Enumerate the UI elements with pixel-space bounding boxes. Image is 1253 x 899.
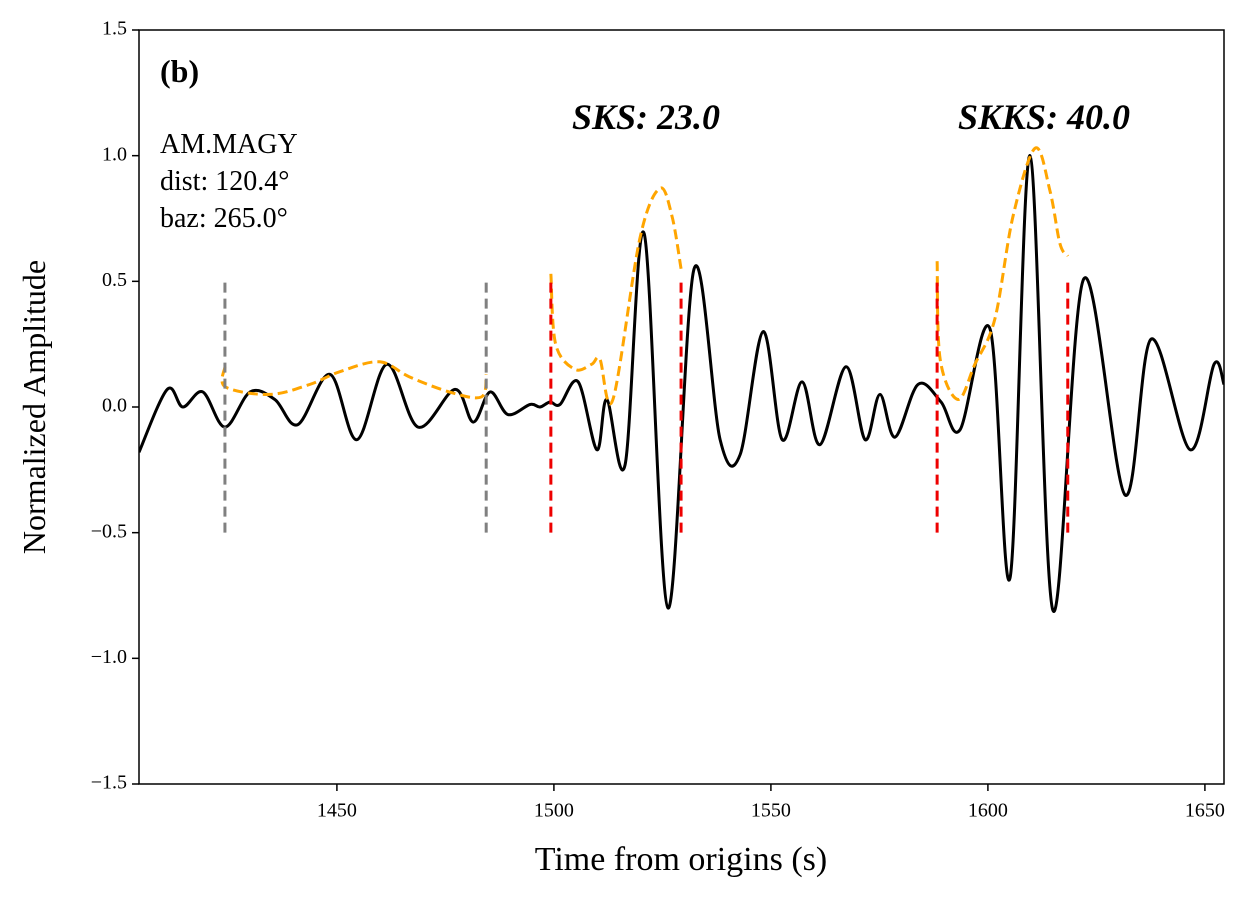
backazimuth-label: baz: 265.0° (160, 203, 288, 234)
x-tick-label: 1450 (317, 800, 357, 822)
y-tick-label: 1.0 (102, 143, 127, 165)
station-label: AM.MAGY (160, 129, 298, 160)
phase-label: SKS: 23.0 (572, 97, 720, 137)
axes-frame (138, 29, 1225, 785)
y-tick-label: 0.5 (102, 269, 127, 291)
x-tick-label: 1650 (1185, 800, 1225, 822)
x-tick-label: 1500 (534, 800, 574, 822)
y-tick-label: 1.5 (102, 18, 127, 40)
phase-label: SKKS: 40.0 (958, 97, 1130, 137)
x-tick-label: 1550 (751, 800, 791, 822)
distance-label: dist: 120.4° (160, 166, 289, 197)
y-tick-label: −1.5 (91, 772, 127, 794)
x-tick-label: 1600 (968, 800, 1008, 822)
plot (139, 146, 1224, 613)
y-tick-label: 0.0 (102, 395, 127, 417)
x-axis-label: Time from origins (s) (535, 841, 827, 878)
series-line (220, 146, 1070, 406)
y-axis-label: Normalized Amplitude (16, 260, 52, 554)
y-tick-label: −0.5 (91, 520, 127, 542)
y-tick-label: −1.0 (91, 646, 127, 668)
panel-label: (b) (160, 53, 199, 89)
